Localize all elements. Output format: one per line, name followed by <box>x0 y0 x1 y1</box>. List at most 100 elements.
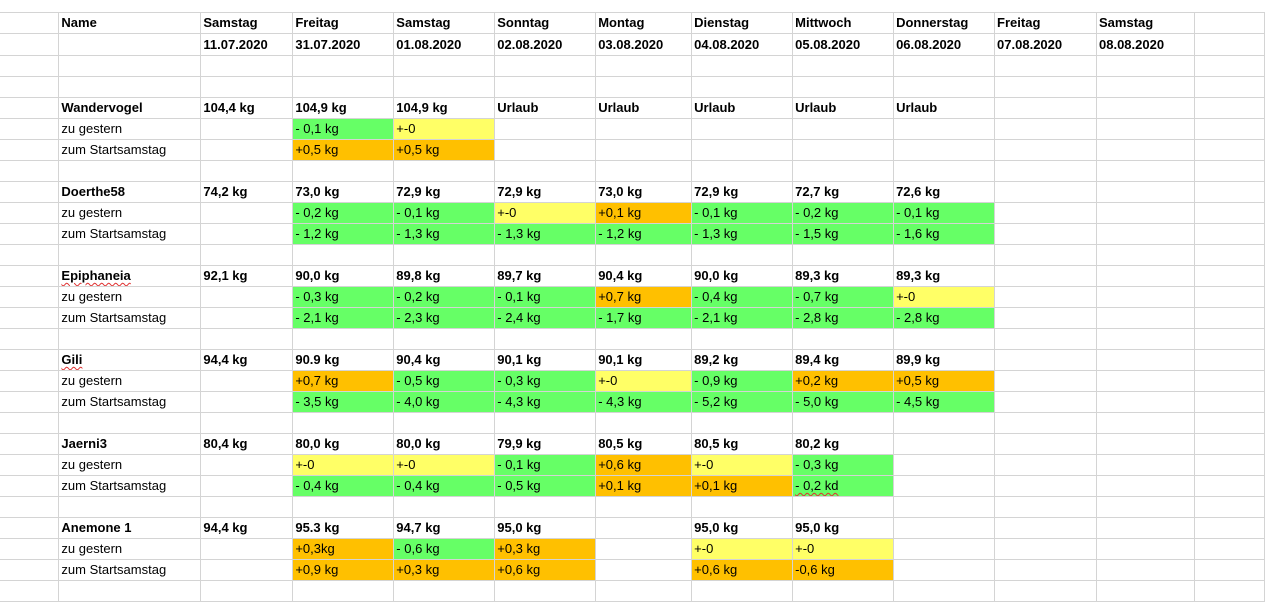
empty-cell[interactable] <box>393 580 496 602</box>
weight-cell[interactable] <box>1096 265 1195 287</box>
delta-cell[interactable]: - 1,3 kg <box>494 223 597 245</box>
empty-cell[interactable] <box>58 580 202 602</box>
delta-cell[interactable]: - 0,2 kg <box>292 202 395 224</box>
delta-cell[interactable] <box>994 538 1097 560</box>
empty-cell[interactable] <box>595 55 693 77</box>
empty-cell[interactable] <box>893 412 996 434</box>
delta-cell[interactable] <box>893 139 996 161</box>
delta-cell[interactable] <box>1096 559 1195 581</box>
weight-cell[interactable] <box>994 265 1097 287</box>
delta-cell[interactable] <box>1096 307 1195 329</box>
delta-cell[interactable] <box>200 454 294 476</box>
delta-cell[interactable]: - 0,7 kg <box>792 286 895 308</box>
empty-cell[interactable] <box>1193 55 1265 77</box>
empty-cell[interactable] <box>1193 349 1265 371</box>
empty-cell[interactable] <box>691 580 794 602</box>
delta-cell[interactable]: +0,1 kg <box>595 475 693 497</box>
empty-cell[interactable] <box>792 244 895 266</box>
delta-cell[interactable]: +0,6 kg <box>494 559 597 581</box>
delta-cell[interactable] <box>200 307 294 329</box>
delta-cell[interactable]: +0,5 kg <box>393 139 496 161</box>
empty-cell[interactable] <box>1193 433 1265 455</box>
delta-cell[interactable] <box>994 370 1097 392</box>
delta-cell[interactable] <box>994 139 1097 161</box>
empty-cell[interactable] <box>292 55 395 77</box>
row-label-cell[interactable]: zu gestern <box>58 202 202 224</box>
empty-cell[interactable] <box>691 412 794 434</box>
delta-cell[interactable]: - 1,2 kg <box>595 223 693 245</box>
empty-cell[interactable] <box>393 76 496 98</box>
delta-cell[interactable]: - 0,4 kg <box>691 286 794 308</box>
empty-cell[interactable] <box>994 580 1097 602</box>
empty-cell[interactable] <box>393 328 496 350</box>
row-label-cell[interactable]: zu gestern <box>58 538 202 560</box>
delta-cell[interactable] <box>1096 202 1195 224</box>
header-day-cell[interactable]: Freitag <box>292 12 395 34</box>
empty-cell[interactable] <box>292 496 395 518</box>
empty-cell[interactable] <box>58 160 202 182</box>
empty-cell[interactable] <box>691 160 794 182</box>
empty-cell[interactable] <box>393 412 496 434</box>
delta-cell[interactable]: - 0,9 kg <box>691 370 794 392</box>
weight-cell[interactable]: 90.9 kg <box>292 349 395 371</box>
weight-cell[interactable]: 89,4 kg <box>792 349 895 371</box>
empty-cell[interactable] <box>200 76 294 98</box>
delta-cell[interactable] <box>1096 370 1195 392</box>
weight-cell[interactable]: 80,0 kg <box>292 433 395 455</box>
delta-cell[interactable] <box>1096 454 1195 476</box>
weight-cell[interactable] <box>893 433 996 455</box>
empty-cell[interactable] <box>1193 223 1265 245</box>
empty-cell[interactable] <box>1193 97 1265 119</box>
delta-cell[interactable]: - 0,4 kg <box>292 475 395 497</box>
weight-cell[interactable]: 95,0 kg <box>494 517 597 539</box>
weight-cell[interactable] <box>1096 433 1195 455</box>
empty-cell[interactable] <box>595 412 693 434</box>
delta-cell[interactable]: +-0 <box>691 454 794 476</box>
header-day-cell[interactable]: Samstag <box>200 12 294 34</box>
delta-cell[interactable] <box>1096 223 1195 245</box>
weight-cell[interactable]: Urlaub <box>691 97 794 119</box>
empty-cell[interactable] <box>494 328 597 350</box>
weight-cell[interactable]: 89,8 kg <box>393 265 496 287</box>
weight-cell[interactable] <box>1096 181 1195 203</box>
delta-cell[interactable]: +0,7 kg <box>595 286 693 308</box>
delta-cell[interactable] <box>792 139 895 161</box>
delta-cell[interactable] <box>994 475 1097 497</box>
empty-cell[interactable] <box>1193 118 1265 140</box>
delta-cell[interactable]: +0,3 kg <box>494 538 597 560</box>
delta-cell[interactable] <box>200 391 294 413</box>
weight-cell[interactable]: 73,0 kg <box>292 181 395 203</box>
delta-cell[interactable]: +0,1 kg <box>691 475 794 497</box>
weight-cell[interactable]: 89,9 kg <box>893 349 996 371</box>
empty-cell[interactable] <box>792 160 895 182</box>
delta-cell[interactable]: +0,9 kg <box>292 559 395 581</box>
weight-cell[interactable] <box>1096 97 1195 119</box>
delta-cell[interactable]: - 2,1 kg <box>691 307 794 329</box>
empty-cell[interactable] <box>494 580 597 602</box>
delta-cell[interactable]: - 3,5 kg <box>292 391 395 413</box>
weight-cell[interactable]: 95,0 kg <box>691 517 794 539</box>
delta-cell[interactable] <box>1096 118 1195 140</box>
weight-cell[interactable] <box>893 517 996 539</box>
row-label-cell[interactable]: zum Startsamstag <box>58 391 202 413</box>
delta-cell[interactable]: - 0,1 kg <box>893 202 996 224</box>
weight-cell[interactable]: 80,2 kg <box>792 433 895 455</box>
delta-cell[interactable]: - 2,3 kg <box>393 307 496 329</box>
empty-cell[interactable] <box>1096 244 1195 266</box>
weight-cell[interactable]: Urlaub <box>494 97 597 119</box>
header-day-cell[interactable]: Dienstag <box>691 12 794 34</box>
empty-cell[interactable] <box>1193 286 1265 308</box>
delta-cell[interactable]: +-0 <box>691 538 794 560</box>
delta-cell[interactable]: +0,5 kg <box>893 370 996 392</box>
delta-cell[interactable]: - 0,2 kd <box>792 475 895 497</box>
delta-cell[interactable] <box>893 454 996 476</box>
delta-cell[interactable]: - 2,1 kg <box>292 307 395 329</box>
empty-cell[interactable] <box>1193 12 1265 34</box>
empty-cell[interactable] <box>494 496 597 518</box>
empty-cell[interactable] <box>292 328 395 350</box>
weight-cell[interactable]: 74,2 kg <box>200 181 294 203</box>
empty-cell[interactable] <box>494 76 597 98</box>
weight-cell[interactable]: 94,7 kg <box>393 517 496 539</box>
weight-cell[interactable]: 94,4 kg <box>200 349 294 371</box>
delta-cell[interactable] <box>893 118 996 140</box>
